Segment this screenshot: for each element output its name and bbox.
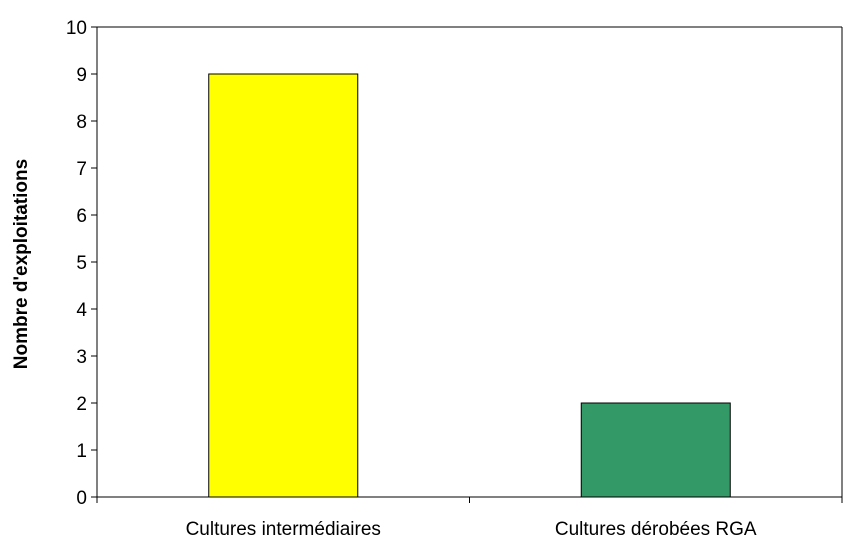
y-axis-title: Nombre d'exploitations bbox=[11, 159, 32, 369]
y-tick-label-10: 10 bbox=[66, 18, 87, 39]
y-axis: 0 1 2 3 4 5 6 7 8 9 10 bbox=[66, 18, 98, 509]
plot-area bbox=[97, 26, 843, 497]
y-tick-label-0: 0 bbox=[76, 488, 87, 509]
y-tick-label-2: 2 bbox=[76, 394, 87, 415]
y-tick-label-1: 1 bbox=[76, 441, 87, 462]
x-category-label-2: Cultures dérobées RGA bbox=[555, 519, 757, 540]
x-category-label-1: Cultures intermédiaires bbox=[186, 519, 381, 540]
y-tick-label-9: 9 bbox=[76, 65, 87, 86]
bar-1 bbox=[208, 73, 359, 498]
y-tick-label-5: 5 bbox=[76, 253, 87, 274]
y-tick-label-3: 3 bbox=[76, 347, 87, 368]
bar-2 bbox=[580, 402, 731, 498]
bars-group bbox=[208, 73, 731, 498]
x-axis: Cultures intermédiaires Cultures dérobées… bbox=[96, 496, 843, 540]
y-tick-label-7: 7 bbox=[76, 159, 87, 180]
y-tick-label-8: 8 bbox=[76, 112, 87, 133]
y-tick-label-4: 4 bbox=[76, 300, 87, 321]
y-tick-label-6: 6 bbox=[76, 206, 87, 227]
